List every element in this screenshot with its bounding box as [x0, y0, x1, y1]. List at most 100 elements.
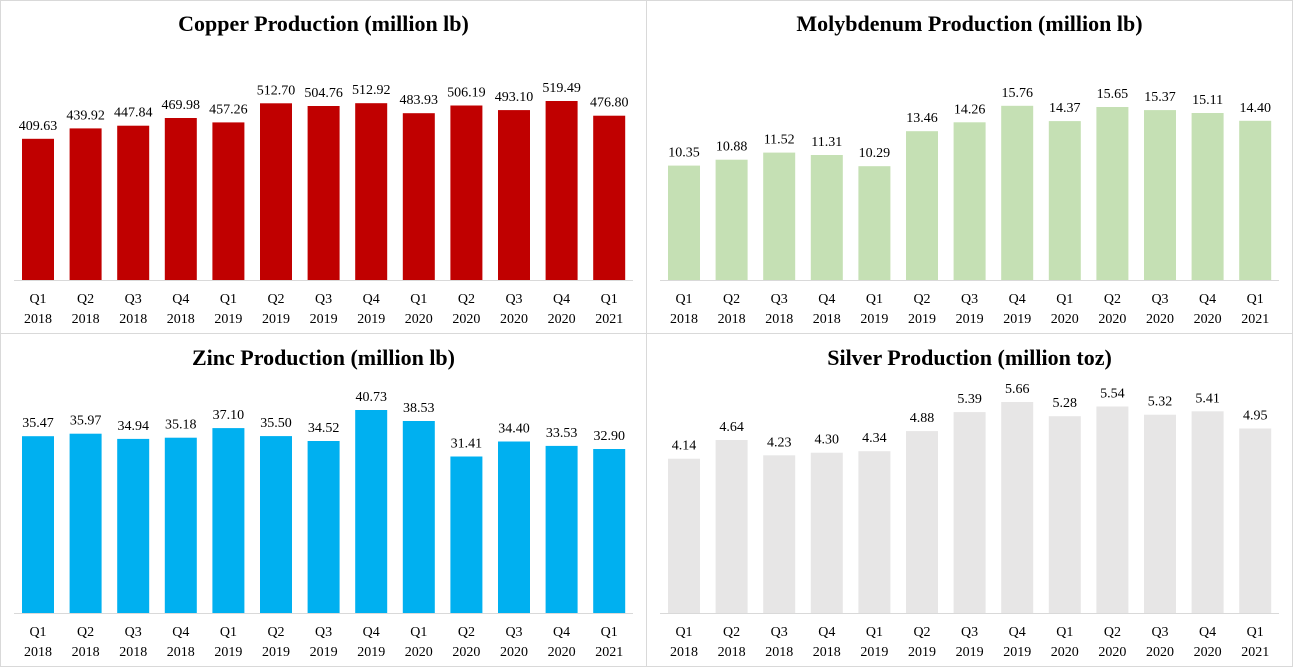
copper-chart-plot: 409.63 Q1 2018 439.92 Q2 2018 447.84 Q3 2018 469.…: [14, 81, 633, 327]
bar: [450, 105, 483, 280]
x-tick-label: Q2: [1104, 292, 1121, 307]
data-label: 11.52: [764, 133, 795, 148]
x-tick-label: Q1: [1056, 292, 1073, 307]
bar: [668, 458, 700, 613]
x-tick-label: Q3: [961, 292, 978, 307]
data-label: 4.34: [862, 431, 887, 446]
molybdenum-chart-plot: 10.35 Q1 2018 10.88 Q2 2018 11.52 Q3 2018 11.31 Q4…: [660, 86, 1279, 327]
data-label: 15.65: [1097, 87, 1129, 102]
x-tick-label: 2019: [214, 645, 242, 660]
bar: [715, 440, 748, 613]
bar: [593, 449, 626, 613]
x-tick-label: Q1: [29, 292, 46, 307]
x-tick-label: Q3: [1151, 625, 1168, 640]
x-tick-label: Q4: [553, 292, 570, 307]
bar: [715, 159, 748, 280]
data-label: 493.10: [495, 90, 534, 105]
data-label: 10.88: [716, 140, 748, 155]
x-tick-label: Q4: [1199, 292, 1216, 307]
bar: [22, 138, 54, 280]
x-tick-label: Q4: [818, 625, 835, 640]
x-tick-label: 2018: [24, 312, 52, 327]
x-tick-label: 2020: [500, 312, 528, 327]
data-label: 5.28: [1053, 396, 1078, 411]
bar: [1239, 120, 1272, 280]
x-tick-label: 2018: [72, 645, 100, 660]
data-label: 5.41: [1195, 391, 1220, 406]
bar: [164, 437, 197, 613]
data-label: 15.76: [1001, 86, 1032, 101]
x-tick-label: Q2: [723, 625, 740, 640]
x-tick-label: 2019: [1003, 312, 1031, 327]
x-tick-label: Q3: [961, 625, 978, 640]
bar: [69, 433, 102, 613]
chart-title: Zinc Production (million lb): [191, 345, 455, 370]
x-tick-label: 2019: [310, 645, 338, 660]
x-tick-label: 2021: [595, 645, 623, 660]
x-tick-label: 2020: [1051, 645, 1079, 660]
x-tick-label: Q3: [315, 625, 332, 640]
x-tick-label: 2018: [813, 645, 841, 660]
data-label: 15.37: [1144, 90, 1176, 105]
bar: [810, 452, 843, 613]
x-tick-label: 2021: [1241, 645, 1269, 660]
silver-chart-panel: Silver Production (million toz) 4.14 Q1 20…: [646, 333, 1293, 667]
x-tick-label: Q4: [1199, 625, 1216, 640]
x-tick-label: 2020: [548, 312, 576, 327]
bar: [858, 451, 891, 613]
data-label: 447.84: [114, 106, 153, 121]
x-tick-label: 2020: [405, 645, 433, 660]
x-tick-label: 2018: [72, 312, 100, 327]
data-label: 14.37: [1049, 101, 1081, 116]
x-tick-label: 2020: [1051, 312, 1079, 327]
data-label: 512.92: [352, 83, 391, 98]
bar: [1001, 105, 1034, 280]
bar: [164, 118, 197, 280]
data-label: 35.50: [260, 416, 292, 431]
x-tick-label: 2020: [452, 312, 480, 327]
data-label: 469.98: [162, 98, 201, 113]
bar: [117, 438, 150, 613]
bar: [307, 441, 340, 613]
data-label: 38.53: [403, 401, 435, 416]
data-label: 5.66: [1005, 382, 1029, 397]
data-label: 409.63: [19, 119, 58, 134]
chart-title: Copper Production (million lb): [178, 11, 469, 36]
bar: [1048, 416, 1081, 613]
x-tick-label: 2019: [214, 312, 242, 327]
data-label: 37.10: [213, 408, 245, 423]
bar: [1048, 121, 1081, 280]
x-tick-label: 2020: [1194, 645, 1222, 660]
bar: [593, 115, 626, 280]
x-tick-label: Q1: [866, 625, 883, 640]
x-tick-label: 2018: [119, 312, 147, 327]
x-tick-label: 2019: [956, 645, 984, 660]
chart-title: Molybdenum Production (million lb): [796, 11, 1143, 36]
data-label: 5.54: [1100, 387, 1125, 402]
bar: [498, 441, 530, 613]
bar: [117, 125, 150, 280]
x-tick-label: 2018: [167, 312, 195, 327]
bar: [545, 445, 578, 613]
data-label: 35.47: [22, 416, 54, 431]
data-label: 34.52: [308, 421, 340, 436]
data-label: 483.93: [400, 93, 439, 108]
data-label: 10.35: [668, 146, 700, 161]
bar: [953, 122, 986, 280]
x-tick-label: 2018: [718, 645, 746, 660]
data-label: 519.49: [542, 81, 581, 96]
data-label: 34.40: [498, 422, 530, 437]
x-tick-label: Q4: [1009, 292, 1026, 307]
bar: [763, 455, 796, 613]
x-tick-label: Q3: [771, 625, 788, 640]
x-tick-label: 2019: [262, 645, 290, 660]
bar: [1096, 107, 1129, 280]
x-tick-label: Q2: [77, 292, 94, 307]
data-label: 4.64: [719, 420, 744, 435]
data-label: 5.32: [1148, 395, 1173, 410]
x-tick-label: Q4: [172, 625, 189, 640]
data-label: 4.95: [1243, 409, 1268, 424]
bar: [1144, 414, 1176, 613]
bar: [763, 152, 796, 280]
bar: [858, 166, 891, 280]
